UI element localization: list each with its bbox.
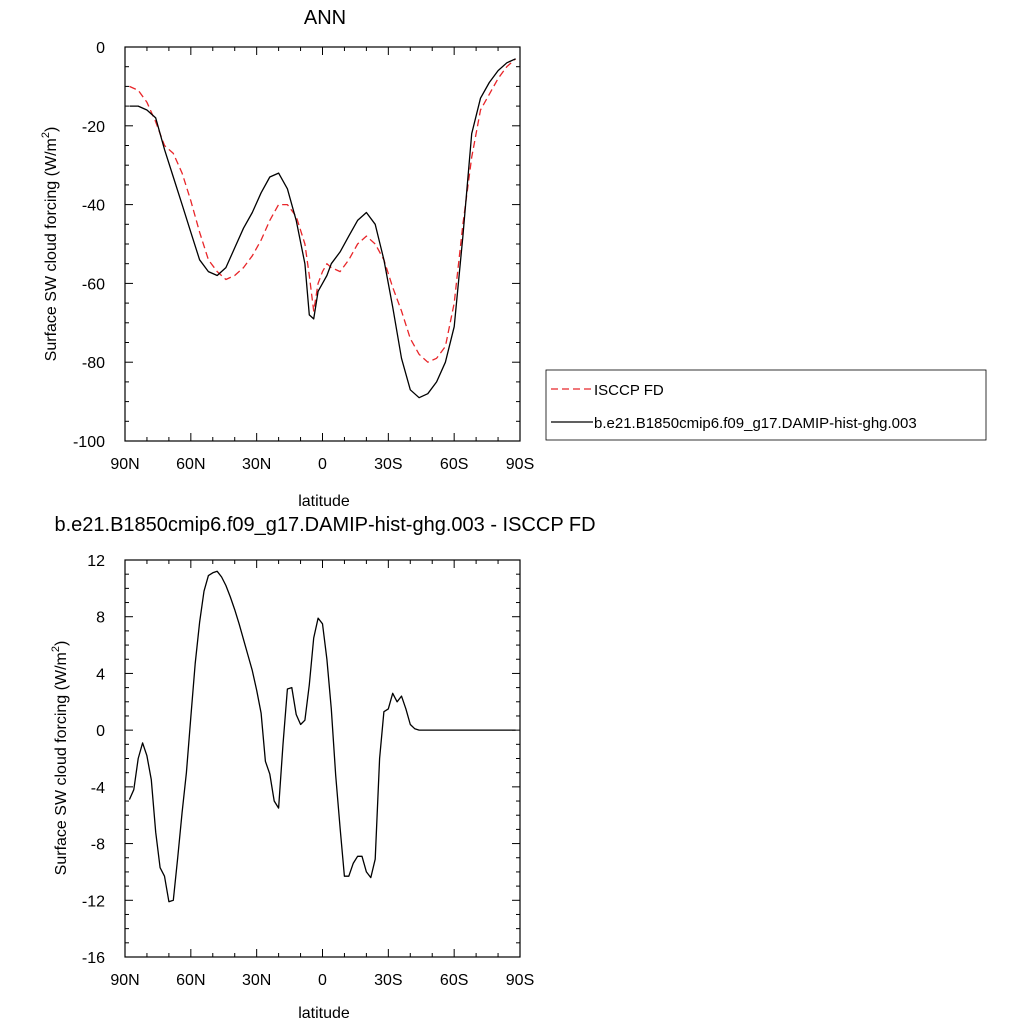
bottom-chart-frame (124, 559, 521, 958)
bottom-chart: b.e21.B1850cmip6.f09_g17.DAMIP-hist-ghg.… (50, 514, 596, 1022)
top-ytick-label: -100 (73, 434, 105, 451)
bottom-chart-ylabel-close: ) (53, 641, 70, 646)
legend-frame (545, 369, 987, 441)
top-xtick-label: 90N (110, 456, 139, 473)
top-chart-title: ANN (304, 7, 346, 29)
top-series-line-model (129, 58, 516, 399)
top-xtick-label: 60N (176, 456, 205, 473)
top-series-line-isccp (129, 58, 517, 363)
bottom-chart-ylabel-sup: 2 (50, 646, 62, 652)
bottom-chart-ylabel: Surface SW cloud forcing (W/m2) (50, 641, 70, 876)
top-xtick-label: 60S (440, 456, 468, 473)
bottom-xtick-label: 90N (110, 972, 139, 989)
top-chart-ticks: 90N 60N 30N 0 30S 60S 90S 0 -20 -40 -60 -80 -100 (73, 40, 534, 473)
bottom-ytick-label: 12 (87, 553, 105, 570)
top-ytick-label: -40 (82, 198, 105, 215)
top-ytick-label: -20 (82, 119, 105, 136)
bottom-chart-series (128, 570, 516, 903)
bottom-ytick-label: 4 (96, 666, 105, 683)
top-chart-ylabel-main: Surface SW cloud forcing (W/m (43, 138, 60, 361)
legend-label-isccp: ISCCP FD (594, 382, 664, 399)
top-ytick-label: -60 (82, 276, 105, 293)
bottom-ytick-label: 0 (96, 723, 105, 740)
top-xtick-label: 0 (318, 456, 327, 473)
top-chart-ylabel-sup: 2 (40, 132, 52, 138)
bottom-chart-ylabel-main: Surface SW cloud forcing (W/m (53, 652, 70, 875)
bottom-xtick-label: 0 (318, 972, 327, 989)
top-xtick-label: 30N (242, 456, 271, 473)
top-chart-series (129, 58, 517, 399)
bottom-ytick-label: -4 (91, 780, 105, 797)
top-xtick-label: 90S (506, 456, 534, 473)
top-chart-ylabel: Surface SW cloud forcing (W/m2) (40, 127, 60, 362)
top-chart-frame (124, 46, 521, 442)
legend-label-model: b.e21.B1850cmip6.f09_g17.DAMIP-hist-ghg.… (594, 415, 917, 432)
top-chart-xlabel: latitude (298, 493, 350, 510)
bottom-ytick-label: -12 (82, 893, 105, 910)
top-xtick-label: 30S (374, 456, 402, 473)
bottom-xtick-label: 30N (242, 972, 271, 989)
top-chart: ANN 90N 60N 30N 0 30S 60S 90S 0 -20 -40 -60 -80 -100… (40, 7, 987, 510)
bottom-chart-title: b.e21.B1850cmip6.f09_g17.DAMIP-hist-ghg.… (54, 514, 595, 536)
bottom-chart-xlabel: latitude (298, 1005, 350, 1022)
top-ytick-label: -80 (82, 355, 105, 372)
bottom-ytick-label: -16 (82, 950, 105, 967)
top-ytick-label: 0 (96, 40, 105, 57)
bottom-ytick-label: -8 (91, 837, 105, 854)
bottom-series-line-model (128, 570, 516, 903)
bottom-xtick-label: 90S (506, 972, 534, 989)
bottom-xtick-label: 60N (176, 972, 205, 989)
bottom-chart-ticks: 90N 60N 30N 0 30S 60S 90S 12 8 4 0 -4 -8 -12 -16 (82, 553, 534, 989)
bottom-xtick-label: 60S (440, 972, 468, 989)
top-chart-ylabel-close: ) (43, 127, 60, 132)
top-chart-legend: ISCCP FD b.e21.B1850cmip6.f09_g17.DAMIP-… (545, 369, 987, 441)
bottom-xtick-label: 30S (374, 972, 402, 989)
bottom-ytick-label: 8 (96, 610, 105, 627)
